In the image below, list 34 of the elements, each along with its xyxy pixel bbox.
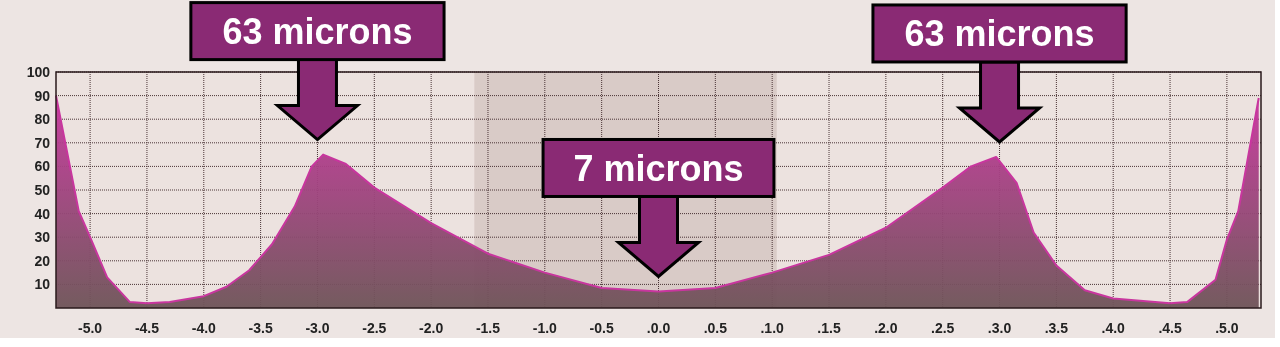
x-tick-label: .4.0: [1101, 320, 1126, 336]
x-tick-label: .3.0: [987, 320, 1012, 336]
x-tick-label: -5.0: [78, 320, 103, 336]
y-tick-label: 70: [34, 134, 51, 151]
y-tick-label: 80: [34, 111, 51, 128]
x-tick-label: .1.0: [760, 320, 785, 336]
x-tick-label: .2.0: [874, 320, 898, 336]
x-tick-label: -0.5: [589, 320, 614, 336]
y-tick-label: 40: [34, 205, 51, 222]
x-tick-label: -2.0: [419, 320, 444, 336]
x-tick-label: -2.5: [362, 320, 387, 336]
annotation: 63 microns: [904, 13, 1095, 55]
y-tick-label: 60: [34, 158, 51, 175]
x-tick-label: -3.5: [248, 320, 273, 336]
annotation: 7 microns: [573, 147, 744, 189]
x-tick-label: .3.5: [1044, 320, 1069, 336]
y-tick-label: 10: [34, 276, 51, 293]
y-tick-label: 30: [34, 229, 51, 246]
x-tick-label: .1.5: [817, 320, 841, 336]
annotation: 63 microns: [222, 11, 413, 53]
x-tick-label: -3.0: [305, 320, 330, 336]
x-tick-label: .0.5: [703, 320, 728, 336]
y-tick-label: 50: [34, 182, 51, 198]
x-tick-label: -1.5: [475, 320, 501, 336]
x-tick-label: .0.0: [646, 320, 671, 336]
y-tick-label: 100: [26, 64, 51, 80]
x-tick-label: -1.0: [532, 320, 558, 336]
x-tick-label: -4.0: [191, 320, 217, 336]
x-tick-label: -4.5: [134, 320, 160, 336]
y-tick-label: 20: [34, 252, 51, 269]
x-tick-label: .4.5: [1158, 320, 1182, 336]
y-tick-label: 90: [34, 87, 51, 104]
x-tick-label: .5.0: [1215, 320, 1239, 336]
x-tick-label: .2.5: [931, 320, 955, 336]
